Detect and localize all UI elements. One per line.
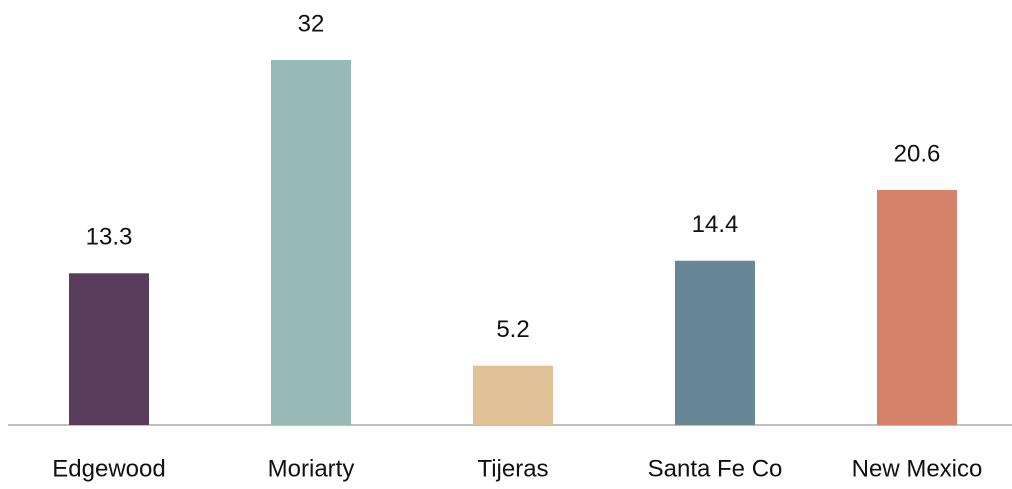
value-label: 5.2 [496, 316, 529, 343]
x-tick-label: Santa Fe Co [648, 455, 783, 482]
bar [877, 190, 957, 425]
value-label: 20.6 [894, 140, 941, 167]
x-tick-label: New Mexico [852, 455, 983, 482]
bar [473, 365, 553, 425]
bar [271, 60, 351, 425]
value-label: 14.4 [692, 211, 739, 238]
bar [675, 260, 755, 425]
x-tick-label: Tijeras [477, 455, 548, 482]
bar [69, 273, 149, 425]
value-label: 32 [298, 10, 325, 37]
x-tick-label: Moriarty [268, 455, 355, 482]
x-tick-label: Edgewood [52, 455, 165, 482]
value-label: 13.3 [86, 224, 133, 251]
